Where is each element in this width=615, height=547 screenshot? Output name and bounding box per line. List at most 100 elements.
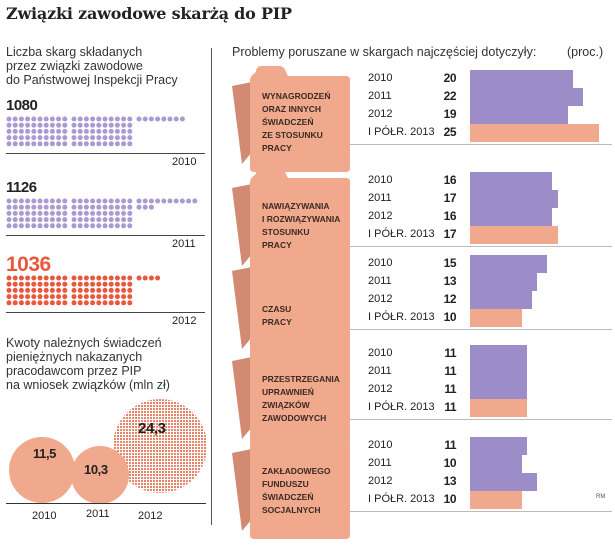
- complaint-dot: [102, 294, 108, 300]
- complaint-dot: [31, 116, 37, 122]
- complaint-dot: [136, 204, 142, 210]
- complaint-dot: [90, 217, 96, 223]
- complaint-dot: [114, 275, 120, 281]
- heading-line: pieniężnych nakazanych: [6, 350, 143, 364]
- complaint-dot: [108, 122, 114, 128]
- problems-heading: Problemy poruszane w skargach najczęście…: [232, 45, 537, 59]
- complaint-dot: [114, 141, 120, 147]
- complaint-dot: [18, 281, 24, 287]
- row-year: 2010: [368, 72, 393, 84]
- complaint-dot: [6, 204, 12, 210]
- complaint-dot: [108, 223, 114, 229]
- complaint-dot: [127, 116, 133, 122]
- complaint-dot: [102, 275, 108, 281]
- complaint-dot: [121, 223, 127, 229]
- row-value: 11: [444, 382, 456, 396]
- complaint-dot: [62, 210, 68, 216]
- category-label-line: ZAKŁADOWEGO: [262, 466, 331, 476]
- complaint-dot: [62, 223, 68, 229]
- complaint-dot: [31, 141, 37, 147]
- complaint-dot: [77, 275, 83, 281]
- complaint-dot: [96, 135, 102, 141]
- complaint-dot: [90, 141, 96, 147]
- complaint-dot: [43, 116, 49, 122]
- complaint-dot: [18, 294, 24, 300]
- row-value: 11: [444, 438, 456, 452]
- bar: [470, 190, 558, 208]
- row-value: 19: [443, 107, 457, 121]
- heading-line: pracodawcom przez PIP: [6, 364, 142, 378]
- complaint-dot: [83, 210, 89, 216]
- amounts-heading: Kwoty należnych świadczeń pieniężnych na…: [6, 336, 170, 392]
- row-value: 17: [443, 227, 457, 241]
- complaint-dot: [71, 281, 77, 287]
- complaint-dot: [49, 300, 55, 306]
- complaint-dot: [83, 135, 89, 141]
- complaint-dot: [83, 204, 89, 210]
- row-value: 20: [443, 71, 457, 85]
- complaint-dot: [96, 204, 102, 210]
- complaint-dot: [90, 287, 96, 293]
- complaint-dot: [25, 217, 31, 223]
- category-label-line: ŚWIADCZEŃ: [262, 492, 314, 502]
- complaint-dot: [62, 294, 68, 300]
- complaint-dot: [6, 128, 12, 134]
- row-value: 25: [443, 125, 457, 139]
- complaint-dot: [37, 223, 43, 229]
- folder-icon: [232, 251, 350, 357]
- folder-icon: [232, 341, 350, 447]
- category-label-line: WYNAGRODZEŃ: [262, 91, 331, 101]
- complaint-dot: [136, 275, 142, 281]
- complaint-dot: [25, 223, 31, 229]
- heading-line: na wniosek związków (mln zł): [6, 378, 170, 392]
- complaint-dot: [83, 122, 89, 128]
- complaint-dot: [96, 116, 102, 122]
- complaint-dot: [49, 210, 55, 216]
- complaint-dot: [186, 198, 192, 204]
- complaint-dot: [56, 281, 62, 287]
- complaint-dot: [108, 198, 114, 204]
- complaint-dot: [108, 294, 114, 300]
- complaint-dot: [148, 116, 154, 122]
- category-label-line: PRACY: [262, 317, 292, 327]
- complaint-dot: [56, 141, 62, 147]
- unit-label: (proc.): [567, 45, 604, 59]
- complaint-dot: [43, 275, 49, 281]
- complaint-dot: [121, 294, 127, 300]
- heading-line: Kwoty należnych świadczeń: [6, 336, 162, 350]
- row-year: I PÓŁR. 2013: [368, 228, 435, 240]
- complaint-dot: [37, 128, 43, 134]
- row-year: 2010: [368, 439, 393, 451]
- category-label-line: FUNDUSZU: [262, 479, 309, 489]
- complaints-dots-2010: [6, 116, 185, 147]
- complaint-dot: [25, 135, 31, 141]
- complaint-dot: [12, 116, 18, 122]
- row-year: 2010: [368, 257, 393, 269]
- complaint-dot: [31, 223, 37, 229]
- complaint-dot: [127, 204, 133, 210]
- complaint-dot: [62, 275, 68, 281]
- complaint-dot: [62, 141, 68, 147]
- bar: [470, 106, 568, 124]
- complaint-dot: [31, 128, 37, 134]
- complaint-dot: [90, 122, 96, 128]
- complaint-dot: [56, 204, 62, 210]
- complaint-dot: [121, 122, 127, 128]
- baseline: [6, 235, 205, 236]
- complaint-dot: [43, 300, 49, 306]
- complaint-dot: [77, 116, 83, 122]
- complaint-dot: [31, 287, 37, 293]
- complaint-dot: [108, 281, 114, 287]
- row-year: 2012: [368, 475, 393, 487]
- complaint-dot: [6, 135, 12, 141]
- complaint-dot: [77, 198, 83, 204]
- complaint-dot: [90, 204, 96, 210]
- complaint-dot: [96, 281, 102, 287]
- complaint-dot: [108, 141, 114, 147]
- complaint-dot: [102, 116, 108, 122]
- complaint-dot: [37, 198, 43, 204]
- complaint-dot: [155, 198, 161, 204]
- complaint-dot: [25, 210, 31, 216]
- complaint-dot: [62, 198, 68, 204]
- complaint-dot: [77, 217, 83, 223]
